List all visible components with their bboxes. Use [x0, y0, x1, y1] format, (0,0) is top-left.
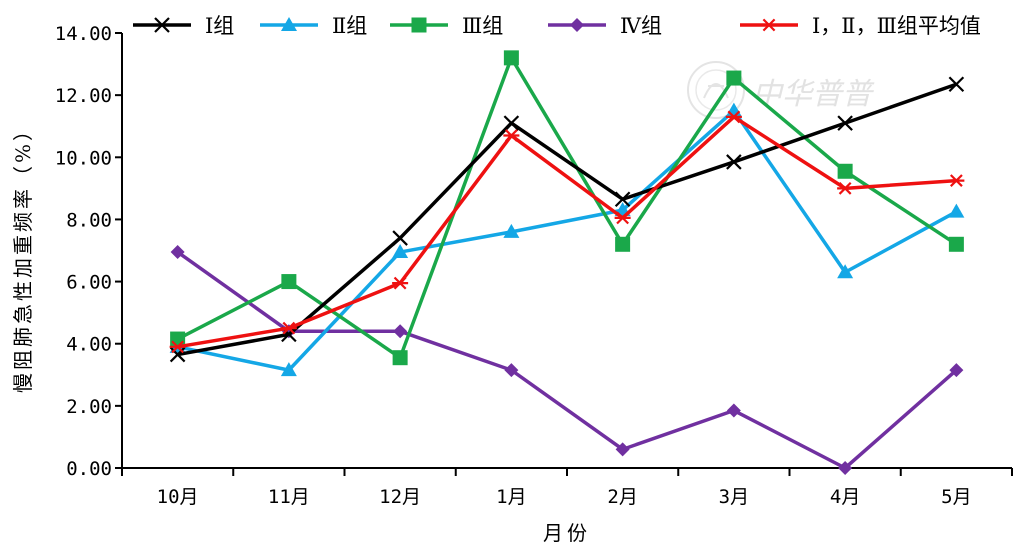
y-tick-label: 8.00	[66, 209, 112, 231]
legend-marker	[281, 17, 297, 31]
series-4-point	[726, 403, 741, 418]
legend: Ⅰ组 Ⅱ组 Ⅲ组 Ⅳ组 Ⅰ，Ⅱ，Ⅲ组平均值	[133, 14, 981, 38]
series-2-point	[503, 223, 520, 238]
axes: 0.00 2.00 4.00 6.00 8.00 10.00 12.00 14.00 10月 11…	[55, 23, 1013, 508]
legend-item-1: Ⅰ组	[133, 14, 234, 38]
legend-label: Ⅰ组	[205, 14, 234, 38]
y-tick-label: 14.00	[55, 23, 112, 45]
watermark-seal-icon	[687, 61, 745, 119]
x-tick-label: 5月	[941, 486, 971, 508]
series-1-point	[726, 154, 742, 170]
series-3-point	[837, 163, 853, 179]
legend-marker	[154, 17, 170, 33]
y-tick-label: 6.00	[66, 272, 112, 294]
series-4-line	[176, 250, 958, 470]
series-5	[169, 110, 965, 354]
series-4-point	[393, 324, 408, 339]
series-5-point	[169, 340, 186, 354]
y-tick-label: 2.00	[66, 396, 112, 418]
series-1-point	[948, 76, 965, 93]
series-1-line	[177, 82, 957, 357]
series-5-line	[177, 115, 957, 349]
x-tick-label: 11月	[268, 486, 310, 508]
series-5-point	[948, 174, 965, 187]
series-2-line	[177, 108, 958, 372]
series-2-point	[280, 362, 297, 377]
y-tick-label: 4.00	[66, 334, 112, 356]
y-tick-label: 0.00	[66, 458, 112, 480]
legend-item-4: Ⅳ组	[548, 14, 662, 38]
series-4-point	[504, 363, 519, 378]
legend-label: Ⅱ组	[332, 14, 367, 38]
series-4	[170, 245, 964, 475]
series-3-point	[503, 50, 519, 66]
plot-area	[169, 50, 965, 475]
series-2-point	[392, 244, 409, 259]
series-5-point	[725, 110, 742, 124]
series-4-point	[949, 363, 964, 378]
x-tick-label: 12月	[379, 486, 421, 508]
series-1-point	[392, 230, 408, 246]
legend-item-2: Ⅱ组	[260, 14, 367, 38]
watermark: 中华普普	[687, 61, 875, 119]
x-tick-label: 10月	[157, 486, 199, 508]
legend-label: Ⅳ组	[620, 14, 662, 38]
legend-label: Ⅰ，Ⅱ，Ⅲ组平均值	[812, 14, 981, 38]
x-tick-label: 1月	[496, 486, 526, 508]
legend-item-5: Ⅰ，Ⅱ，Ⅲ组平均值	[740, 14, 981, 38]
series-1-point	[614, 191, 631, 208]
series-4-point	[838, 461, 853, 475]
series-5-point	[280, 321, 297, 335]
series-3	[170, 50, 964, 366]
y-axis-title: 慢阻肺急性加重频率（%）	[11, 118, 35, 393]
series-2-point	[948, 203, 965, 218]
legend-marker	[761, 18, 777, 32]
series-1-point	[837, 115, 853, 131]
legend-item-3: Ⅲ组	[390, 14, 503, 38]
x-tick-label: 3月	[719, 486, 749, 508]
legend-label: Ⅲ组	[462, 14, 503, 38]
x-axis-title: 月份	[543, 521, 591, 545]
series-3-point	[281, 274, 297, 290]
series-3-line	[176, 56, 958, 360]
y-tick-label: 10.00	[55, 147, 112, 169]
series-3-point	[726, 70, 742, 86]
watermark-text: 中华普普	[752, 77, 875, 112]
series-3-point	[615, 236, 631, 252]
series-3-point	[948, 236, 964, 252]
series-4-point	[615, 442, 630, 457]
series-4-point	[170, 245, 185, 260]
series-5-point	[614, 211, 631, 225]
x-tick-label: 2月	[607, 486, 637, 508]
y-tick-label: 12.00	[55, 85, 112, 107]
legend-marker	[570, 18, 584, 32]
x-tick-label: 4月	[830, 486, 860, 508]
series-1-point	[503, 115, 520, 131]
series-1	[169, 76, 965, 363]
series-5-point	[503, 129, 520, 142]
series-5-point	[392, 276, 409, 290]
series-5-point	[837, 181, 854, 195]
legend-marker	[411, 17, 427, 33]
series-3-point	[392, 350, 408, 366]
series-2-point	[837, 264, 854, 279]
series-1-point	[169, 346, 186, 363]
